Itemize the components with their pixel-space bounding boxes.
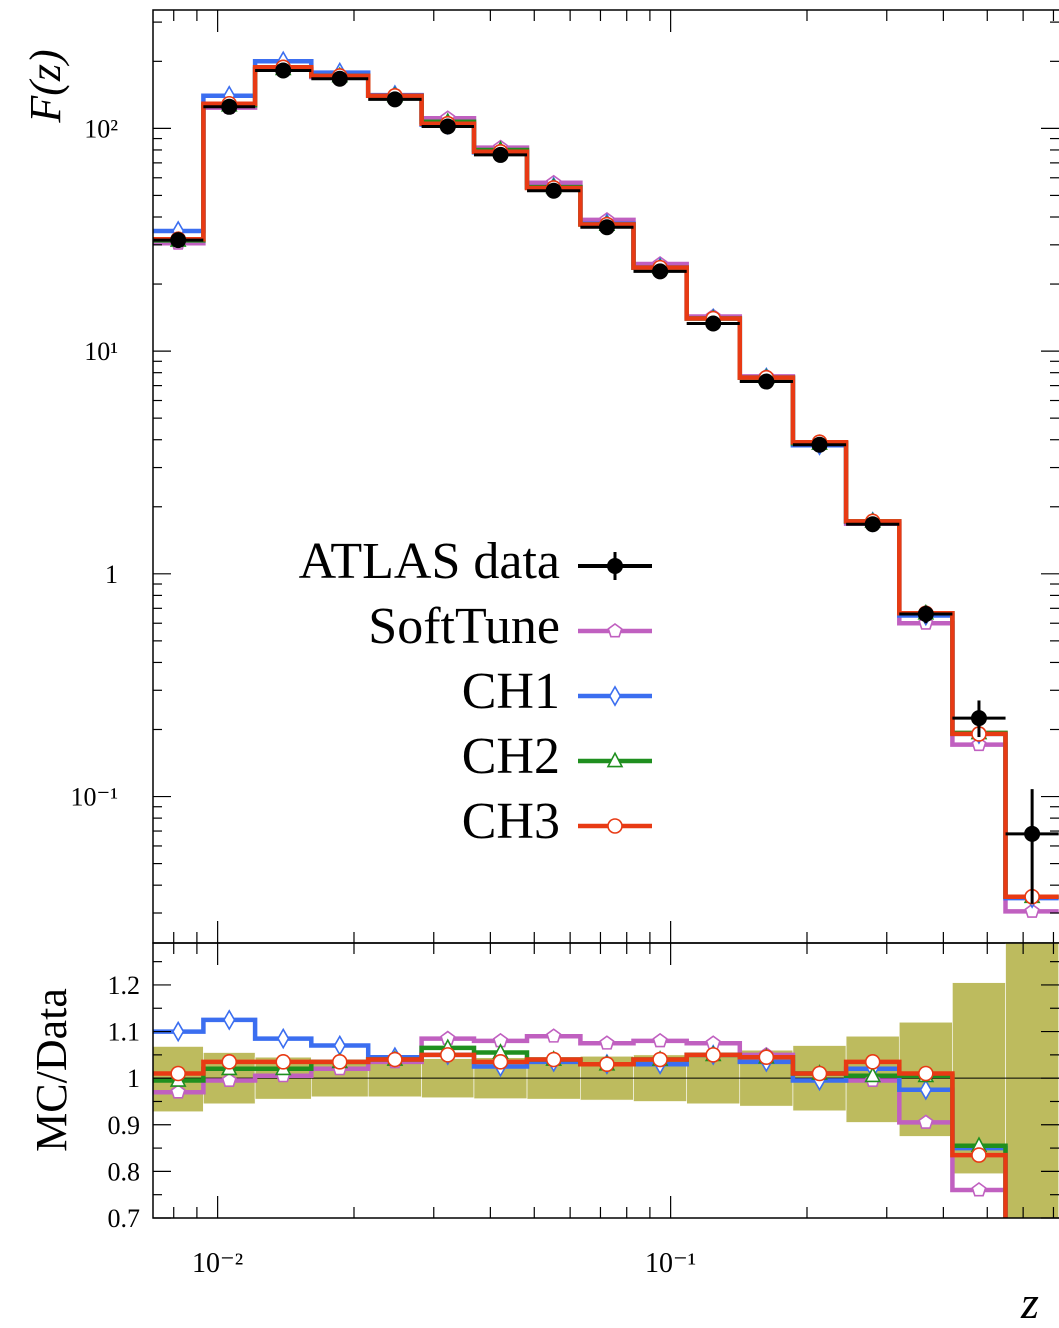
- ratio-point-ch3-3: [331, 1054, 348, 1070]
- legend-key-marker-ch1: [608, 685, 622, 707]
- data-point-11: [758, 373, 775, 390]
- data-point-4: [386, 91, 403, 108]
- data-point-13: [864, 516, 881, 533]
- ratio-point-softtune-8: [599, 1035, 615, 1050]
- ratio-point-softtune-1: [221, 1072, 237, 1087]
- ratio-point-ch3-7: [545, 1051, 562, 1068]
- main-y-ticks: [153, 21, 1059, 914]
- data-point-10: [705, 315, 722, 332]
- ratio-point-ch3-15: [971, 1147, 987, 1163]
- data-point-2: [275, 62, 292, 79]
- ratio-point-ch3-12: [811, 1065, 828, 1082]
- y-tick-label-ratio-5: 1.2: [108, 971, 141, 1000]
- main-x-ticks: [173, 10, 1055, 943]
- point-softtune-16: [1024, 903, 1040, 918]
- ratio-point-ch1-1: [223, 1009, 236, 1031]
- y-tick-label-ratio-1: 0.8: [108, 1157, 141, 1186]
- data-point-1: [221, 98, 238, 115]
- y-tick-label-ratio-3: 1: [127, 1064, 140, 1093]
- main-frame: [152, 9, 1059, 944]
- data-point-8: [598, 219, 615, 236]
- ratio-point-softtune-14: [918, 1114, 934, 1129]
- ratio-point-ch3-0: [170, 1065, 186, 1082]
- ratio-point-ch3-5: [439, 1047, 456, 1063]
- legend-key-marker-ch3: [607, 818, 623, 834]
- ratio-x-ticks: [173, 943, 1055, 1218]
- ratio-point-ch3-13: [864, 1054, 881, 1070]
- ratio-point-ch3-4: [387, 1051, 403, 1068]
- series-line-ch2: [153, 66, 1059, 899]
- legend-label-softtune: SoftTune: [368, 598, 560, 655]
- series-line-ch1: [153, 59, 1059, 901]
- x-axis-title: z: [1020, 1277, 1039, 1328]
- ratio-point-softtune-15: [971, 1182, 987, 1197]
- data-point-3: [331, 70, 348, 87]
- data-point-6: [492, 146, 509, 163]
- data-point-9: [652, 263, 669, 280]
- data-point-7: [545, 182, 562, 199]
- ratio-frame: [152, 942, 1059, 1219]
- ratio-point-ch3-8: [599, 1056, 615, 1072]
- ratio-point-ch2-13: [864, 1066, 882, 1083]
- y-tick-label-main-2: 10¹: [84, 337, 118, 366]
- y-axis-title-ratio: MC/Data: [27, 988, 76, 1152]
- y-tick-label-main-0: 10⁻¹: [70, 783, 118, 812]
- ratio-point-ch1-14: [919, 1079, 933, 1101]
- data-point-15: [970, 710, 987, 727]
- ratio-point-softtune-0: [170, 1084, 186, 1099]
- data-point-5: [439, 118, 456, 135]
- ratio-point-softtune-9: [652, 1032, 668, 1048]
- y-tick-label-ratio-2: 0.9: [108, 1111, 141, 1140]
- legend-key-marker-atlas-data: [607, 558, 623, 574]
- data-point-12: [811, 436, 828, 453]
- series-line-ch3: [153, 65, 1059, 899]
- ratio-y-ticks: [153, 961, 1059, 1219]
- ratio-plot-area: [153, 943, 1059, 1218]
- ratio-point-ch3-2: [275, 1054, 292, 1070]
- data-point-16: [1024, 825, 1041, 842]
- legend-key-marker-softtune: [607, 623, 623, 638]
- main-plot-area: [153, 50, 1059, 918]
- ratio-point-ch3-11: [758, 1049, 775, 1065]
- series-line-softtune: [153, 67, 1059, 914]
- legend-key-marker-ch2: [606, 751, 624, 768]
- ratio-point-ch3-1: [221, 1054, 238, 1070]
- legend-label-ch3: CH3: [462, 793, 560, 850]
- ratio-line-ch3: [153, 1052, 1008, 1218]
- ratio-point-ch1-2: [277, 1027, 290, 1050]
- ratio-point-ch3-14: [918, 1065, 934, 1082]
- x-tick-label-1: 10⁻¹: [645, 1248, 696, 1279]
- ratio-point-softtune-7: [546, 1028, 562, 1043]
- x-tick-label-0: 10⁻²: [192, 1248, 243, 1279]
- main-panel: 10⁻¹ 1 10¹ 10²: [70, 9, 1059, 944]
- data-point-14: [917, 606, 934, 623]
- y-tick-label-main-3: 10²: [84, 114, 118, 143]
- ratio-point-ch3-6: [492, 1054, 509, 1070]
- ratio-panel: 0.7 0.8 0.9 1 1.1 1.2 10⁻² 10⁻¹: [108, 942, 1059, 1279]
- legend-label-atlas-data: ATLAS data: [299, 533, 560, 590]
- y-tick-label-ratio-4: 1.1: [108, 1018, 141, 1047]
- y-tick-label-ratio-0: 0.7: [108, 1204, 141, 1233]
- legend-label-ch2: CH2: [462, 728, 560, 785]
- ratio-point-ch1-3: [333, 1034, 346, 1057]
- legend: ATLAS data SoftTune CH1 CH2 CH3: [299, 533, 652, 850]
- ratio-point-ch3-9: [652, 1051, 668, 1068]
- data-point-0: [170, 232, 187, 249]
- y-axis-title-main: F(z): [21, 49, 70, 123]
- legend-label-ch1: CH1: [462, 663, 560, 720]
- ratio-point-ch1-0: [172, 1020, 185, 1043]
- y-tick-label-main-1: 1: [105, 560, 118, 589]
- ratio-point-ch3-10: [705, 1047, 722, 1063]
- legend-keys: [578, 552, 652, 834]
